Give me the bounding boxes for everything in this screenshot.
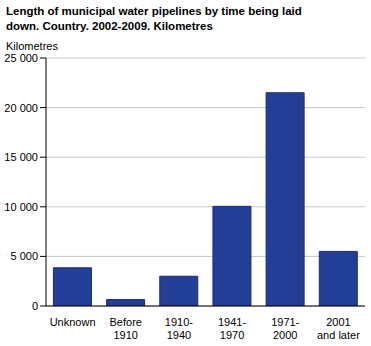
- svg-text:5 000: 5 000: [10, 250, 38, 262]
- html-text:Kilometres: Kilometres: [6, 40, 58, 52]
- svg-text:15 000: 15 000: [8, 151, 38, 163]
- svg-text:20 000: 20 000: [8, 102, 38, 114]
- svg-text:25 000: 25 000: [8, 52, 38, 64]
- svg-text:Unknown: Unknown: [50, 316, 96, 328]
- svg-text:2001and later: 2001and later: [317, 316, 360, 341]
- svg-text:1941-1970: 1941-1970: [218, 316, 246, 341]
- svg-text:1971-2000: 1971-2000: [271, 316, 299, 341]
- svg-text:1910-1940: 1910-1940: [165, 316, 193, 341]
- svg-text:10 000: 10 000: [8, 201, 38, 213]
- svg-text:0: 0: [32, 300, 38, 312]
- svg-text:Before1910: Before1910: [110, 316, 142, 341]
- html-text:Length of municipal water pipe: Length of municipal water pipelines by t…: [6, 5, 302, 32]
